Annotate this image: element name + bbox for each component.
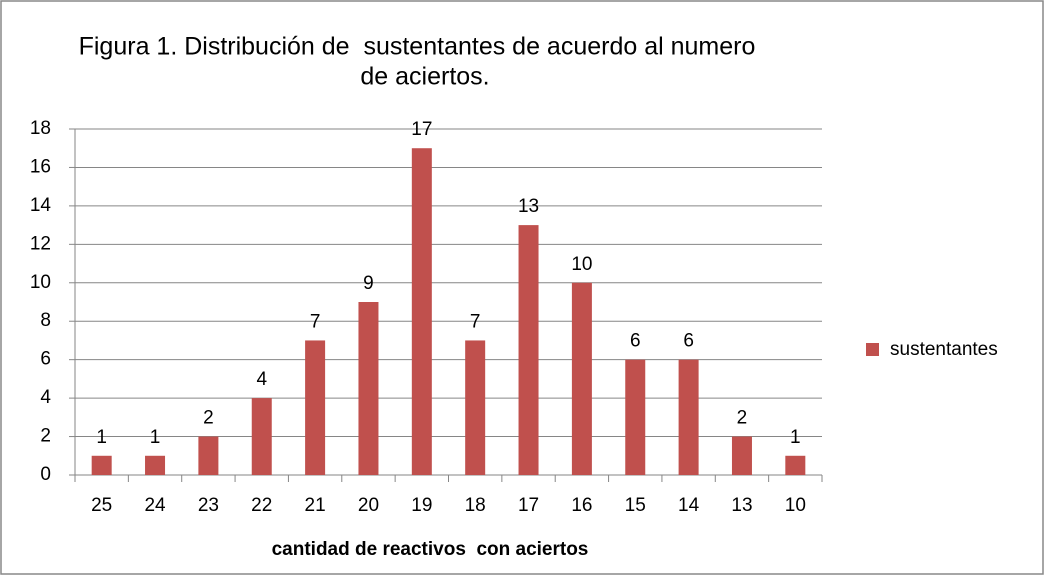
bar: [411, 148, 432, 475]
bar: [571, 282, 592, 475]
chart-title: Figura 1. Distribución de sustentantes d…: [79, 33, 756, 61]
x-tick-label: 17: [518, 495, 539, 516]
y-tick-label: 0: [40, 464, 51, 485]
data-label: 4: [256, 369, 267, 390]
x-axis-title: cantidad de reactivos con aciertos: [272, 539, 589, 560]
data-label: 1: [150, 427, 161, 448]
bar: [145, 455, 166, 475]
x-tick-label: 22: [251, 495, 272, 516]
bar: [198, 436, 219, 475]
data-label: 2: [203, 408, 214, 429]
data-label: 17: [411, 119, 432, 140]
x-tick-label: 23: [198, 495, 219, 516]
x-tick-label: 21: [305, 495, 326, 516]
bar: [678, 359, 699, 475]
x-tick-label: 16: [571, 495, 592, 516]
y-tick-label: 10: [30, 272, 51, 293]
data-label: 10: [571, 254, 592, 275]
y-tick-label: 2: [40, 426, 51, 447]
y-tick-label: 18: [30, 118, 51, 139]
data-label: 6: [630, 331, 641, 352]
x-tick-label: 18: [465, 495, 486, 516]
x-tick-label: 20: [358, 495, 379, 516]
bar: [731, 436, 752, 475]
data-label: 13: [518, 196, 539, 217]
legend-label: sustentantes: [890, 339, 998, 360]
y-tick-label: 8: [40, 310, 51, 331]
y-tick-label: 6: [40, 349, 51, 370]
bar: [91, 455, 112, 475]
bar: [305, 340, 326, 475]
data-label: 1: [790, 427, 801, 448]
x-tick-label: 13: [731, 495, 752, 516]
x-tick-label: 19: [411, 495, 432, 516]
x-tick-label: 25: [91, 495, 112, 516]
bar: [358, 302, 379, 475]
y-tick-label: 14: [30, 195, 52, 216]
data-label: 6: [683, 331, 694, 352]
x-tick-label: 24: [144, 495, 166, 516]
data-label: 7: [310, 311, 321, 332]
bar: [518, 225, 539, 475]
chart-title: de aciertos.: [360, 63, 489, 91]
y-tick-label: 4: [40, 387, 51, 408]
y-tick-label: 12: [30, 233, 51, 254]
x-tick-label: 14: [678, 495, 700, 516]
legend-swatch: [866, 343, 879, 356]
x-tick-label: 10: [785, 495, 806, 516]
data-label: 2: [737, 408, 748, 429]
data-label: 1: [96, 427, 107, 448]
bar: [251, 398, 272, 475]
data-label: 7: [470, 311, 481, 332]
bar: [785, 455, 806, 475]
bar: [465, 340, 486, 475]
y-tick-label: 16: [30, 156, 51, 177]
bar: [625, 359, 646, 475]
data-label: 9: [363, 273, 374, 294]
x-tick-label: 15: [625, 495, 646, 516]
